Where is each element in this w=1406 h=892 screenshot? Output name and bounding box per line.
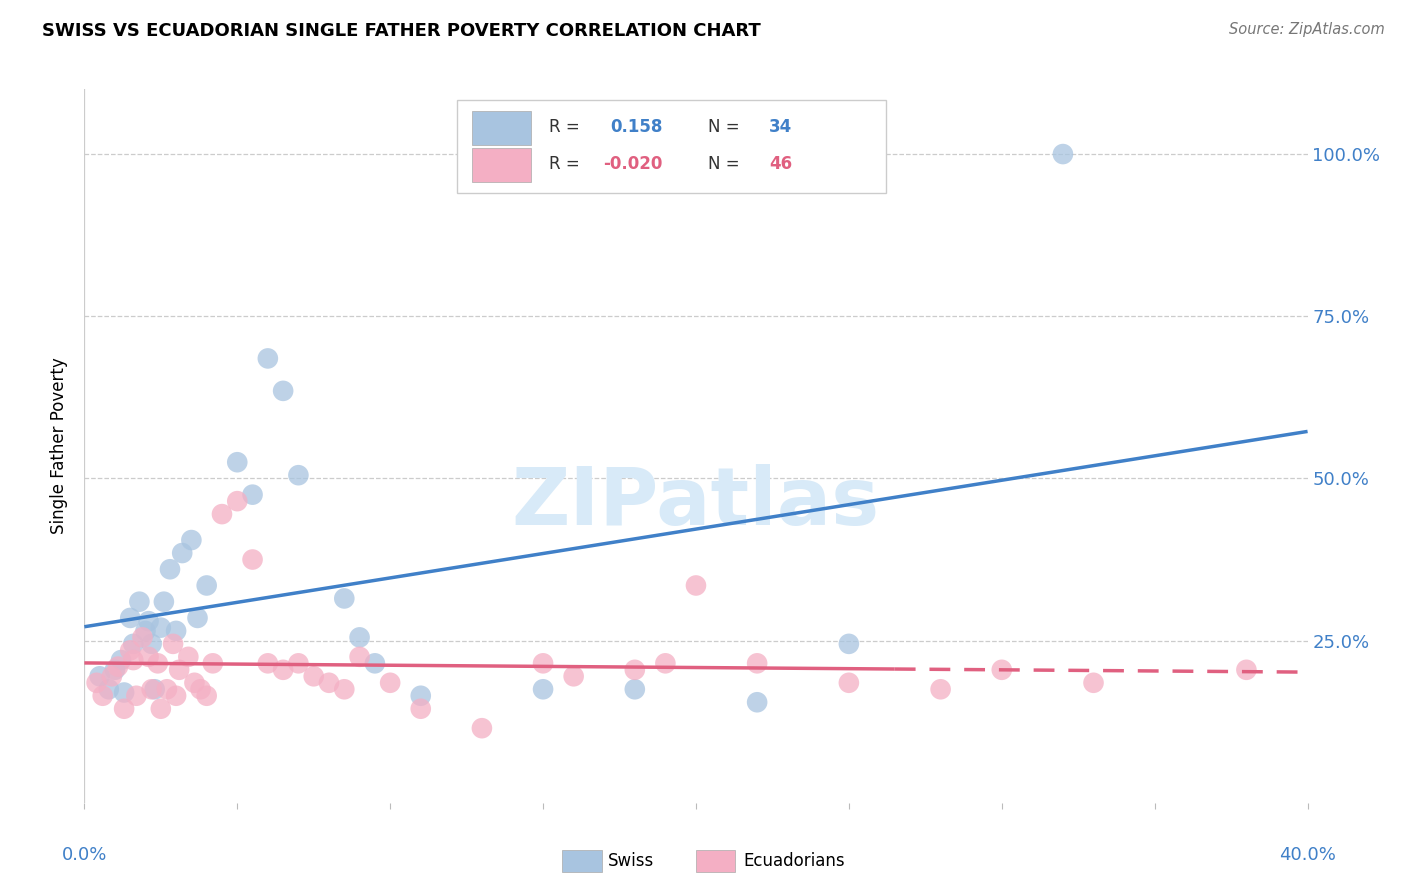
Point <box>180 533 202 547</box>
Point <box>364 657 387 671</box>
FancyBboxPatch shape <box>472 111 531 145</box>
Point <box>654 657 676 671</box>
Point <box>149 702 172 716</box>
Point <box>929 682 952 697</box>
Point <box>162 637 184 651</box>
Point <box>409 689 432 703</box>
Point <box>838 637 860 651</box>
Point <box>86 675 108 690</box>
Point <box>211 507 233 521</box>
Point <box>122 637 145 651</box>
Point <box>138 614 160 628</box>
Point <box>165 689 187 703</box>
Point <box>112 685 135 699</box>
Point <box>257 351 280 366</box>
Point <box>195 578 218 592</box>
Point <box>287 468 309 483</box>
Point <box>349 631 371 645</box>
Point <box>318 675 340 690</box>
Point <box>562 669 585 683</box>
Text: Swiss: Swiss <box>607 852 654 870</box>
Point <box>122 653 145 667</box>
Point <box>226 455 249 469</box>
Point <box>531 682 554 697</box>
Point <box>131 631 153 645</box>
Text: 0.0%: 0.0% <box>62 846 107 863</box>
Point <box>747 695 769 709</box>
Point <box>110 653 132 667</box>
Point <box>146 657 169 671</box>
Point <box>287 657 309 671</box>
Point <box>1083 675 1105 690</box>
Point <box>104 663 127 677</box>
Point <box>257 657 280 671</box>
Point <box>302 669 325 683</box>
Point <box>141 682 163 697</box>
Text: 0.158: 0.158 <box>610 118 662 136</box>
Point <box>190 682 212 697</box>
Point <box>167 663 190 677</box>
Text: ZIPatlas: ZIPatlas <box>512 464 880 542</box>
Point <box>141 637 163 651</box>
Point <box>172 546 194 560</box>
Point <box>159 562 181 576</box>
Point <box>226 494 249 508</box>
Point <box>991 663 1014 677</box>
Point <box>91 689 114 703</box>
Point <box>125 689 148 703</box>
Text: -0.020: -0.020 <box>603 155 662 173</box>
Point <box>107 659 129 673</box>
Text: 46: 46 <box>769 155 793 173</box>
Y-axis label: Single Father Poverty: Single Father Poverty <box>51 358 69 534</box>
Point <box>97 682 120 697</box>
Point <box>271 384 294 398</box>
Point <box>1236 663 1258 677</box>
Text: 34: 34 <box>769 118 793 136</box>
Point <box>333 682 356 697</box>
Point <box>183 675 205 690</box>
Text: R =: R = <box>550 118 579 136</box>
Point <box>149 621 172 635</box>
Text: 40.0%: 40.0% <box>1279 846 1336 863</box>
Point <box>531 657 554 671</box>
Point <box>143 682 166 697</box>
Point <box>624 682 647 697</box>
Point <box>138 649 160 664</box>
Point <box>120 643 142 657</box>
Point <box>101 669 124 683</box>
Point <box>471 721 494 735</box>
Point <box>153 595 176 609</box>
Point <box>195 689 218 703</box>
Point <box>409 702 432 716</box>
Text: N =: N = <box>709 118 740 136</box>
Point <box>380 675 402 690</box>
Text: N =: N = <box>709 155 740 173</box>
Point <box>333 591 356 606</box>
Point <box>685 578 707 592</box>
Text: SWISS VS ECUADORIAN SINGLE FATHER POVERTY CORRELATION CHART: SWISS VS ECUADORIAN SINGLE FATHER POVERT… <box>42 22 761 40</box>
FancyBboxPatch shape <box>472 148 531 182</box>
Point <box>89 669 111 683</box>
Point <box>242 488 264 502</box>
Point <box>177 649 200 664</box>
Point <box>242 552 264 566</box>
Point <box>135 624 157 638</box>
Point <box>349 649 371 664</box>
Point <box>186 611 208 625</box>
Point <box>838 675 860 690</box>
FancyBboxPatch shape <box>457 100 886 193</box>
Point <box>156 682 179 697</box>
Point <box>624 663 647 677</box>
Point <box>747 657 769 671</box>
Point <box>165 624 187 638</box>
Text: Source: ZipAtlas.com: Source: ZipAtlas.com <box>1229 22 1385 37</box>
Text: Ecuadorians: Ecuadorians <box>744 852 845 870</box>
Point <box>120 611 142 625</box>
Point <box>128 595 150 609</box>
Point <box>112 702 135 716</box>
Point <box>1052 147 1074 161</box>
Point <box>271 663 294 677</box>
Text: R =: R = <box>550 155 579 173</box>
Point <box>201 657 224 671</box>
